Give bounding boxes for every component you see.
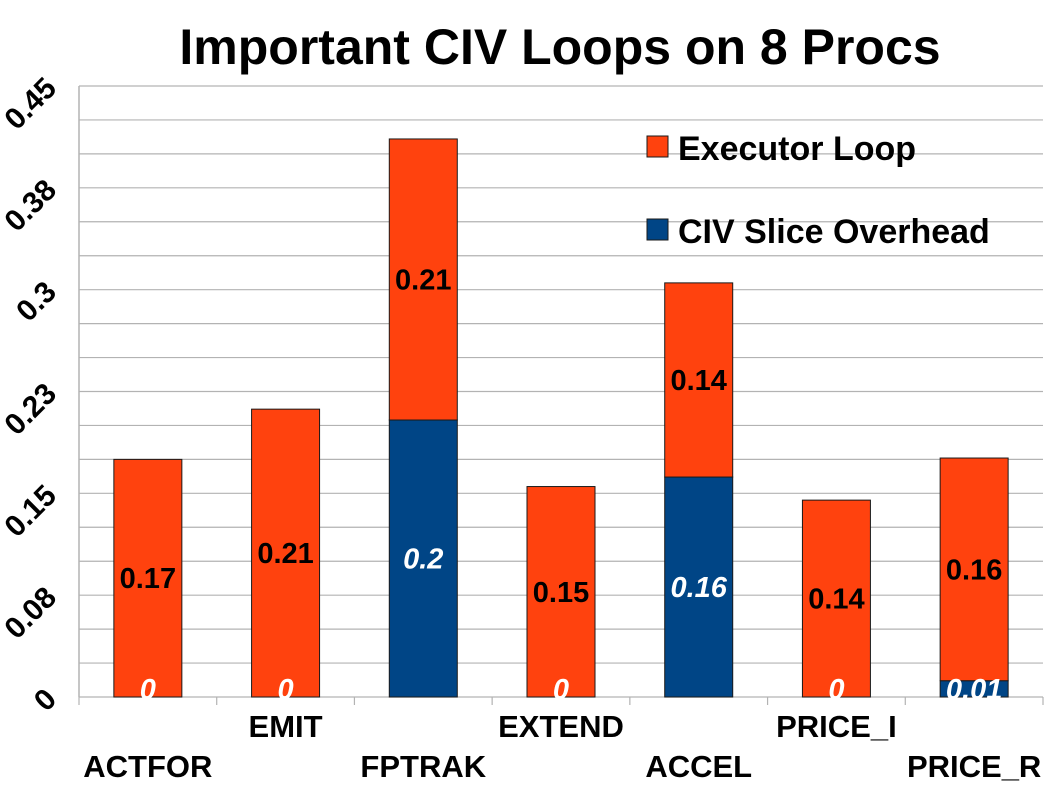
- data-label-executor-loop: 0.16: [946, 554, 1002, 586]
- bar-segment-executor-loop: [251, 408, 321, 698]
- data-label-executor-loop: 0.21: [257, 538, 313, 570]
- data-label-civ-slice-overhead: 0.16: [670, 572, 727, 604]
- bar-segment-executor-loop: [664, 282, 734, 478]
- data-label-civ-slice-overhead: 0: [828, 674, 844, 706]
- bar-segment-civ-slice-overhead: [388, 419, 458, 698]
- bar-segment-executor-loop: [526, 486, 596, 698]
- y-tick-label: 0.08: [0, 581, 63, 646]
- x-category-label: PRICE_I: [776, 709, 897, 744]
- data-label-civ-slice-overhead: 0.2: [403, 544, 443, 576]
- data-label-civ-slice-overhead: 0.01: [946, 674, 1002, 706]
- x-category-label: EMIT: [249, 709, 323, 744]
- data-label-civ-slice-overhead: 0: [553, 674, 569, 706]
- data-label-executor-loop: 0.17: [120, 563, 176, 595]
- y-tick-label: 0.45: [0, 72, 63, 137]
- data-label-civ-slice-overhead: 0: [278, 674, 294, 706]
- data-label-executor-loop: 0.15: [533, 577, 589, 609]
- y-tick-label: 0.38: [0, 173, 63, 238]
- legend-label: CIV Slice Overhead: [678, 213, 990, 251]
- x-category-label: EXTEND: [498, 709, 624, 744]
- bars: [113, 138, 1009, 698]
- y-tick-label: 0.15: [0, 479, 63, 544]
- data-label-civ-slice-overhead: 0: [140, 674, 156, 706]
- bar-segment-executor-loop: [113, 458, 183, 698]
- bar-segment-executor-loop: [939, 457, 1009, 682]
- legend: Executor Loop CIV Slice Overhead: [646, 130, 990, 251]
- x-category-label: ACTFOR: [83, 749, 212, 784]
- bar-segment-executor-loop: [388, 138, 458, 421]
- y-tick-label: 0.3: [10, 275, 63, 328]
- legend-label: Executor Loop: [678, 130, 916, 168]
- bar-segment-civ-slice-overhead: [664, 476, 734, 698]
- y-tick-label: 0.23: [0, 377, 63, 442]
- legend-swatch: [646, 135, 669, 158]
- chart-title: Important CIV Loops on 8 Procs: [179, 19, 940, 75]
- legend-swatch: [646, 218, 669, 241]
- data-labels: 0.17 0 0.21 0 0.21 0.2 0.15 0 0.14 0.16 0.14 0 0.16 0…: [120, 264, 1003, 706]
- y-tick-label: 0: [28, 683, 63, 718]
- x-category-label: ACCEL: [645, 749, 752, 784]
- bar-segment-executor-loop: [801, 499, 871, 698]
- data-label-executor-loop: 0.14: [670, 365, 726, 397]
- gridlines: [79, 85, 1043, 698]
- x-category-label: FPTRAK: [360, 749, 486, 784]
- data-label-executor-loop: 0.21: [395, 264, 451, 296]
- data-label-executor-loop: 0.14: [808, 584, 864, 616]
- x-category-label: PRICE_R: [907, 749, 1041, 784]
